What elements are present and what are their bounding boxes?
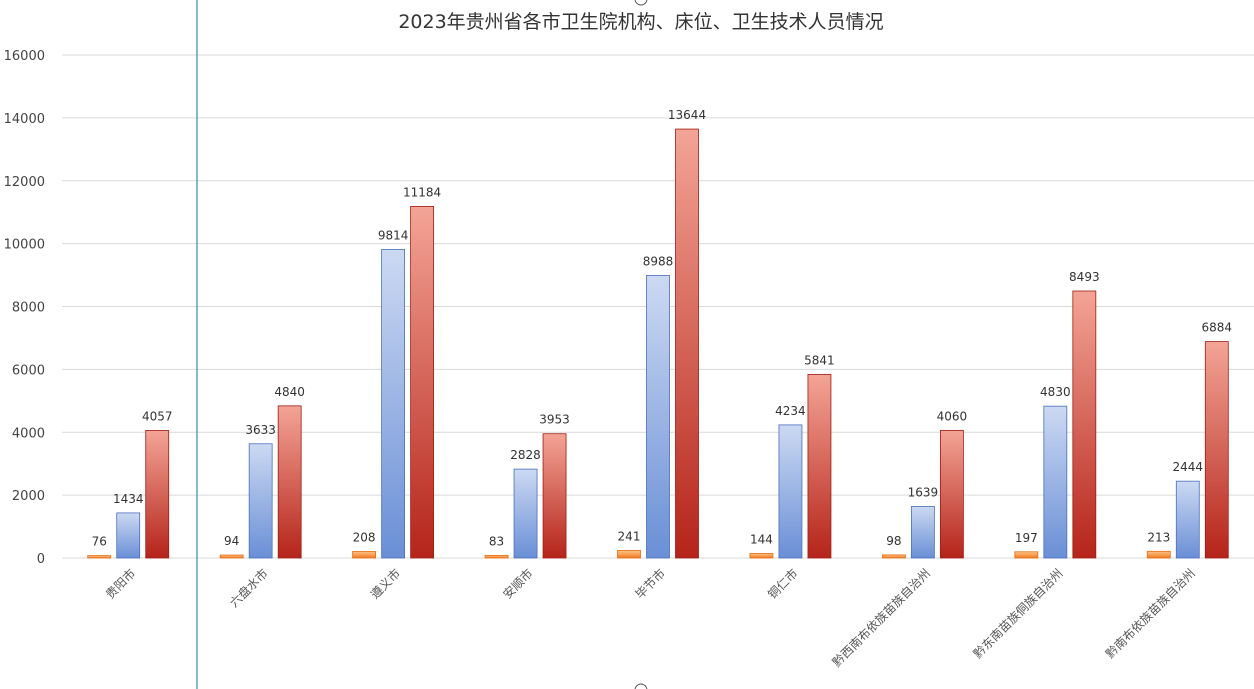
data-label: 11184 [403, 185, 441, 199]
data-labels: 76 1434 4057 94 3633 4840 208 9814 11184 83 2828 39… [92, 108, 1232, 549]
data-label: 4057 [142, 409, 173, 423]
bar[interactable] [484, 554, 509, 559]
resize-handle-bottom[interactable] [634, 683, 648, 689]
category-label: 铜仁市 [764, 566, 800, 602]
data-label: 4830 [1040, 385, 1071, 399]
data-label: 8493 [1069, 270, 1100, 284]
y-tick-label: 14000 [4, 112, 45, 127]
bar[interactable] [87, 555, 112, 559]
bar[interactable] [381, 249, 406, 559]
data-label: 9814 [378, 228, 409, 242]
bar[interactable] [1072, 290, 1097, 559]
bar[interactable] [277, 405, 302, 559]
category-label: 黔南布依族苗族自治州 [1102, 566, 1197, 661]
bar[interactable] [778, 424, 803, 559]
category-label: 黔东南苗族侗族自治州 [970, 566, 1065, 661]
bar[interactable] [807, 373, 832, 559]
bar[interactable] [617, 550, 641, 559]
data-label: 83 [489, 534, 504, 548]
data-label: 1639 [908, 485, 939, 499]
bar[interactable] [513, 468, 538, 559]
data-label: 8988 [643, 254, 674, 268]
bar[interactable] [116, 512, 141, 559]
y-tick-label: 8000 [12, 301, 45, 316]
data-label: 241 [618, 529, 641, 543]
category-label: 贵阳市 [102, 566, 138, 602]
bar[interactable] [248, 443, 273, 559]
bar[interactable] [1175, 480, 1200, 559]
bar[interactable] [410, 206, 435, 559]
data-label: 13644 [668, 108, 706, 122]
y-tick-label: 16000 [4, 49, 45, 64]
data-label: 98 [886, 534, 901, 548]
bar[interactable] [646, 275, 670, 559]
data-label: 3953 [539, 413, 570, 427]
bar[interactable] [910, 506, 935, 559]
category-label: 安顺市 [500, 566, 536, 602]
y-tick-label: 10000 [4, 238, 45, 253]
bar[interactable] [352, 551, 377, 559]
data-label: 2828 [510, 448, 541, 462]
y-axis-ticks: 0 2000 4000 6000 8000 10000 12000 14000 16000 [4, 49, 45, 567]
data-label: 208 [353, 530, 376, 544]
y-tick-label: 2000 [12, 489, 45, 504]
data-label: 197 [1015, 531, 1038, 545]
category-labels: 贵阳市 六盘水市 遵义市 安顺市 毕节市 铜仁市 黔西南布依族苗族自治州 黔东南苗族侗族自治州… [102, 566, 1198, 670]
chart-title: 2023年贵州省各市卫生院机构、床位、卫生技术人员情况 [398, 11, 883, 33]
data-label: 5841 [804, 353, 835, 367]
bar[interactable] [749, 553, 774, 559]
bar[interactable] [542, 433, 567, 559]
data-label: 3633 [245, 423, 276, 437]
data-label: 1434 [113, 492, 144, 506]
data-label: 144 [750, 532, 773, 546]
y-tick-label: 12000 [4, 175, 45, 190]
resize-handle-top[interactable] [634, 0, 648, 6]
y-tick-label: 0 [37, 552, 45, 567]
data-label: 76 [92, 535, 107, 549]
bar[interactable] [1043, 405, 1068, 559]
category-label: 遵义市 [367, 566, 403, 602]
data-label: 4060 [937, 409, 968, 423]
data-label: 4840 [274, 385, 305, 399]
bar[interactable] [1014, 551, 1039, 559]
bar[interactable] [145, 430, 170, 559]
data-label: 4234 [775, 404, 806, 418]
bar[interactable] [1204, 341, 1229, 559]
category-label: 黔西南布依族苗族自治州 [829, 566, 933, 670]
data-label: 2444 [1173, 460, 1204, 474]
category-label: 毕节市 [632, 566, 668, 602]
bar[interactable] [1146, 550, 1171, 559]
category-label: 六盘水市 [226, 566, 271, 611]
data-label: 6884 [1202, 321, 1233, 335]
data-label: 213 [1147, 530, 1170, 544]
bar[interactable] [675, 128, 699, 559]
y-tick-label: 4000 [12, 426, 45, 441]
data-label: 94 [224, 534, 239, 548]
bar[interactable] [881, 554, 906, 559]
bars [87, 128, 1229, 559]
y-tick-label: 6000 [12, 363, 45, 378]
bar[interactable] [219, 554, 244, 559]
bar[interactable] [939, 429, 964, 559]
